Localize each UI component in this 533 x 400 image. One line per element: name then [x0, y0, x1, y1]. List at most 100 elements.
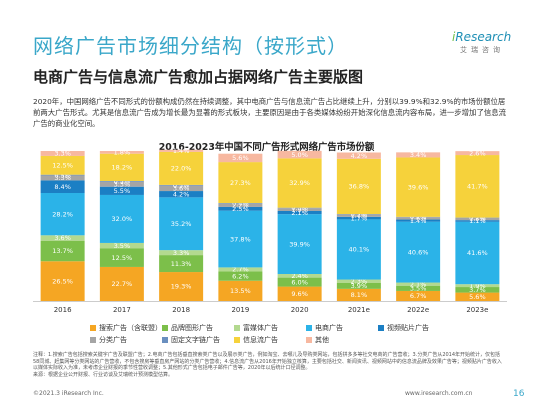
bar-data-label: 13.5%: [230, 287, 251, 295]
bar-data-label: 0.5%: [54, 171, 71, 179]
bar-data-label: 4.2%: [173, 190, 190, 198]
bar-data-label: 39.9%: [289, 240, 310, 248]
notes-text: 注释：1.搜索广告包括搜索关键字广告及联盟广告；2.电商广告包括垂直搜索类广告以…: [33, 352, 502, 372]
bar-data-label: 0.2%: [469, 214, 486, 222]
bar-segment: [159, 149, 204, 152]
bar-segment: [99, 153, 144, 181]
bar-data-label: 13.7%: [52, 247, 73, 255]
bar-data-label: 22.0%: [171, 165, 192, 173]
bar-data-label: 3.6%: [54, 234, 71, 242]
bar-data-label: 0.5%: [114, 178, 131, 186]
bar-segment: [455, 220, 500, 222]
bar-data-label: 3.4%: [410, 151, 427, 159]
legend-item: 分类广告: [90, 335, 162, 345]
bar-data-label: 3.5%: [114, 242, 131, 250]
bar-data-label: 1.8%: [114, 149, 131, 157]
legend-label: 品牌图形广告: [171, 324, 213, 332]
bar-segment: [218, 271, 263, 281]
bar-data-label: 2.1%: [291, 209, 308, 217]
bar-data-label: 2.5%: [232, 205, 249, 213]
bar-segment: [455, 151, 500, 156]
legend-item: 富媒体广告: [234, 323, 306, 333]
legend-swatch: [90, 325, 96, 331]
bar-segment: [396, 282, 441, 286]
bar-data-label: 2.1%: [410, 280, 427, 288]
bar-segment: [99, 151, 144, 154]
bar-segment: [455, 292, 500, 301]
legend-item: 搜索广告（含联盟）: [90, 323, 162, 333]
bar-segment: [218, 203, 263, 204]
bar-data-label: 5.5%: [114, 187, 131, 195]
bar-segment: [277, 274, 322, 278]
bar-segment: [455, 217, 500, 221]
bar-segment: [277, 277, 322, 287]
bar-data-label: 32.9%: [289, 179, 310, 187]
iresearch-logo: iResearch 艾瑞咨询: [452, 30, 522, 64]
bar-segment: [218, 153, 263, 163]
bar-segment: [277, 158, 322, 208]
legend-row: 搜索广告（含联盟） 品牌图形广告 富媒体广告 电商广告 视频贴片广告: [90, 322, 490, 334]
bar-segment: [159, 191, 204, 198]
bar-data-label: 6.2%: [232, 272, 249, 280]
bar-segment: [455, 155, 500, 218]
x-tick-label: 2021e: [348, 306, 370, 314]
bar-data-label: 3.5%: [410, 285, 427, 293]
bar-segment: [40, 151, 85, 156]
bar-segment: [99, 266, 144, 301]
footer-url[interactable]: www.iresearch.com.cn: [405, 390, 473, 397]
legend-label: 其他: [315, 336, 329, 344]
bar-segment: [40, 155, 85, 175]
bar-segment: [99, 194, 144, 243]
legend-label: 富媒体广告: [243, 324, 278, 332]
bar-segment: [336, 279, 381, 283]
bar-segment: [336, 214, 381, 217]
x-tick-label: 2022e: [407, 306, 429, 314]
bar-data-label: 8.1%: [351, 291, 368, 299]
bar-data-label: 0.4%: [232, 200, 249, 208]
bar-segment: [159, 255, 204, 273]
bar-segment: [396, 285, 441, 291]
legend-label: 固定文字链广告: [171, 336, 220, 344]
bar-segment: [99, 186, 144, 195]
bar-segment: [218, 280, 263, 301]
bar-data-label: 5.6%: [469, 293, 486, 301]
legend-item: 其他: [306, 335, 378, 345]
bar-data-label: 12.5%: [52, 162, 73, 170]
source-text: 来源：根据企业公开财报、行业访谈及艾瑞统计预测模型估算。: [33, 371, 174, 378]
bar-data-label: 1.9%: [469, 282, 486, 290]
legend-swatch: [306, 337, 312, 343]
bar-data-label: 3.9%: [351, 282, 368, 290]
legend-swatch: [234, 337, 240, 343]
bar-data-label: 1.1%: [469, 217, 486, 225]
legend-swatch: [306, 325, 312, 331]
legend-label: 信息流广告: [243, 336, 278, 344]
x-tick-label: 2017: [113, 306, 131, 314]
bar-data-label: 2.4%: [291, 272, 308, 280]
bar-segment: [99, 181, 144, 187]
bar-data-label: 3.7%: [469, 286, 486, 294]
bar-segment: [277, 214, 322, 274]
bar-segment: [159, 184, 204, 186]
footer: ©2021.3 iResearch Inc. www.iresearch.com…: [0, 389, 533, 400]
bar-data-label: 3.3%: [114, 180, 131, 188]
bar-segment: [277, 208, 322, 211]
bar-data-label: 3.3%: [54, 174, 71, 182]
bar-data-label: 37.8%: [230, 235, 251, 243]
bar-segment: [40, 235, 85, 241]
bar-segment: [40, 240, 85, 262]
bar-segment: [396, 290, 441, 301]
bar-data-label: 2.6%: [469, 149, 486, 157]
bar-segment: [40, 174, 85, 176]
bar-data-label: 1.6%: [410, 215, 427, 223]
bar-data-label: 3.3%: [173, 249, 190, 257]
bar-segment: [336, 288, 381, 301]
bar-data-label: 8.4%: [54, 183, 71, 191]
logo-brand-text: Research: [455, 30, 512, 44]
page-title: 网络广告市场细分结构（按形式）: [33, 34, 348, 58]
bar-segment: [218, 267, 263, 272]
bar-data-label: 40.6%: [408, 248, 429, 256]
bar-segment: [455, 284, 500, 288]
chart-title: 2016-2023年中国不同广告形式网络广告市场份额: [158, 142, 375, 153]
bar-data-label: 5.6%: [232, 154, 249, 162]
bar-segment: [396, 157, 441, 217]
